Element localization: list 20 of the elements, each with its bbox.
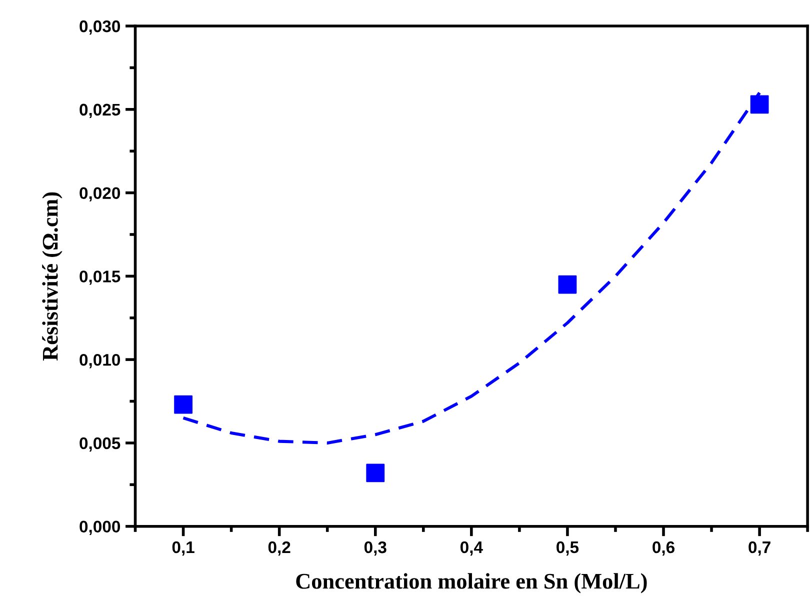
y-tick-label: 0,020 (80, 187, 120, 202)
y-tick-label: 0,000 (80, 520, 120, 535)
y-axis-title: Résistivité (Ω.cm) (42, 192, 62, 361)
x-tick-label: 0,3 (364, 541, 386, 556)
y-tick-label: 0,010 (80, 354, 120, 368)
point (558, 275, 577, 294)
y-tick-label: 0,030 (80, 20, 120, 35)
x-tick-label: 0,6 (652, 541, 674, 556)
x-tick-label: 0,5 (556, 541, 579, 556)
point (750, 95, 769, 114)
point (174, 395, 192, 414)
x-axis-title: Concentration molaire en Sn (Mol/L) (296, 573, 647, 594)
x-tick-label: 0,4 (460, 541, 483, 556)
x-tick-label: 0,7 (748, 541, 770, 556)
y-tick-label: 0,025 (80, 104, 120, 118)
x-tick-label: 0,2 (268, 541, 290, 556)
y-tick-label: 0,005 (80, 437, 120, 452)
x-tick-label: 0,1 (172, 541, 194, 556)
point (366, 464, 385, 482)
y-tick-label: 0,015 (80, 270, 120, 285)
